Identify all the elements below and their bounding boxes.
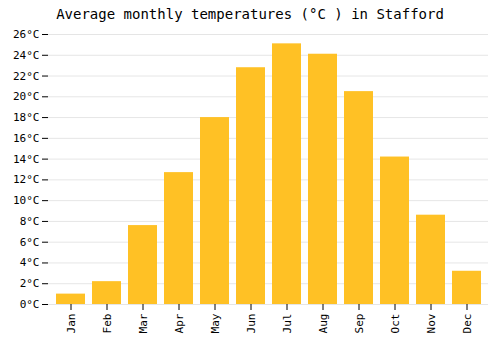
svg-text:12°C: 12°C	[13, 173, 40, 186]
svg-text:18°C: 18°C	[13, 111, 40, 124]
svg-text:8°C: 8°C	[20, 215, 40, 228]
svg-text:0°C: 0°C	[20, 298, 40, 311]
svg-text:2°C: 2°C	[20, 277, 40, 290]
svg-text:20°C: 20°C	[13, 90, 40, 103]
svg-text:4°C: 4°C	[20, 256, 40, 269]
svg-text:Aug: Aug	[317, 314, 330, 334]
svg-text:Oct: Oct	[389, 314, 402, 334]
svg-text:Jan: Jan	[65, 314, 78, 334]
svg-text:May: May	[209, 313, 222, 333]
svg-text:Jul: Jul	[281, 314, 294, 334]
svg-text:Dec: Dec	[461, 314, 474, 334]
svg-text:14°C: 14°C	[13, 153, 40, 166]
svg-text:24°C: 24°C	[13, 49, 40, 62]
svg-text:6°C: 6°C	[20, 236, 40, 249]
svg-text:Feb: Feb	[101, 314, 114, 334]
svg-text:Sep: Sep	[353, 314, 366, 334]
svg-text:Mar: Mar	[137, 313, 150, 333]
svg-text:Jun: Jun	[245, 314, 258, 334]
svg-text:26°C: 26°C	[13, 28, 40, 41]
svg-text:16°C: 16°C	[13, 132, 40, 145]
svg-text:Apr: Apr	[173, 313, 186, 333]
svg-text:Nov: Nov	[425, 313, 438, 333]
html-text:Average monthly temperatures (: Average monthly temperatures (°C ) in St…	[56, 6, 444, 22]
svg-text:22°C: 22°C	[13, 70, 40, 83]
svg-text:10°C: 10°C	[13, 194, 40, 207]
